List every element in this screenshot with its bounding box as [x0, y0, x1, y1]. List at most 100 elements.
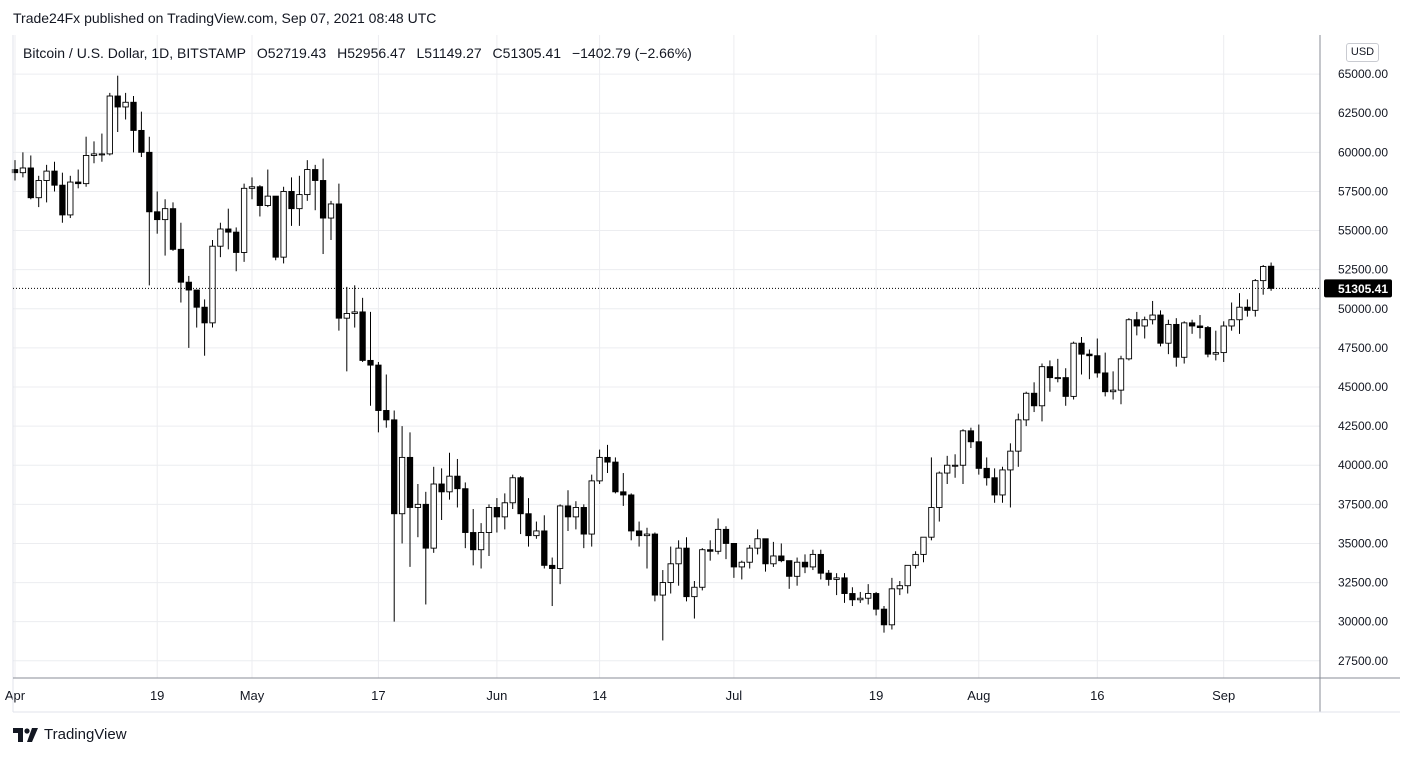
candle — [225, 208, 232, 250]
candle-body — [485, 507, 493, 533]
footer-brand[interactable]: TradingView — [13, 726, 127, 743]
candle-body — [106, 95, 113, 155]
candle — [430, 466, 437, 553]
candle-body — [588, 480, 595, 535]
candle — [256, 185, 264, 217]
candle — [999, 466, 1006, 503]
candle-body — [1125, 319, 1133, 360]
candle — [438, 468, 445, 520]
candle — [122, 92, 129, 120]
candle — [1125, 318, 1133, 361]
candle-body — [146, 151, 153, 213]
candle-body — [1030, 392, 1038, 407]
candle — [1109, 371, 1117, 400]
candle-body — [185, 281, 192, 291]
candle-body — [1252, 280, 1259, 311]
candle-body — [1220, 325, 1227, 354]
candle — [272, 195, 279, 261]
candle-body — [1236, 306, 1243, 321]
y-tick-label: 60000.00 — [1338, 145, 1388, 159]
candle — [1165, 319, 1172, 355]
candle-body — [880, 608, 888, 626]
candle-body — [746, 547, 753, 563]
candle — [1102, 352, 1109, 397]
currency-button[interactable]: USD — [1346, 43, 1379, 62]
candle-body — [825, 572, 832, 580]
candle — [406, 432, 414, 567]
candle — [896, 581, 903, 596]
candle-body — [1015, 419, 1022, 452]
candle-body — [477, 532, 485, 551]
candle — [588, 474, 595, 547]
candle-body — [525, 513, 532, 537]
candle-body — [991, 477, 998, 496]
candle — [1244, 299, 1251, 317]
candle-body — [43, 170, 50, 181]
candle-body — [114, 95, 121, 108]
candle — [675, 540, 682, 586]
candle — [620, 473, 627, 506]
candle — [106, 92, 113, 156]
candle-body — [1157, 314, 1164, 344]
candle-body — [493, 507, 501, 518]
candle — [82, 136, 90, 187]
candle-body — [1109, 389, 1117, 393]
candle-body — [936, 472, 943, 508]
candle — [201, 299, 208, 356]
candle — [936, 471, 943, 522]
candle — [114, 75, 121, 132]
candle-body — [82, 155, 90, 185]
candle — [809, 549, 817, 571]
candle-body — [1141, 319, 1148, 327]
candle-body — [406, 456, 414, 508]
x-tick-label: 16 — [1090, 688, 1104, 703]
candle — [770, 541, 777, 567]
candle — [193, 289, 200, 328]
candle — [975, 424, 982, 475]
candle-body — [786, 560, 793, 577]
candle-body — [422, 503, 429, 549]
candle-body — [533, 530, 540, 537]
candle-body — [327, 203, 335, 219]
axes: 27500.00 30000.00 32500.00 35000.00 37500.00… — [5, 35, 1400, 713]
candle — [1212, 330, 1219, 361]
candle — [1267, 262, 1275, 291]
candle — [612, 457, 619, 494]
y-tick-label: 40000.00 — [1338, 458, 1388, 472]
candle-body — [1070, 342, 1077, 397]
brand-name: TradingView — [44, 726, 127, 743]
y-tick-label: 52500.00 — [1338, 263, 1388, 277]
candle — [446, 452, 453, 500]
candle-body — [612, 461, 619, 493]
candle-body — [130, 101, 137, 131]
candle — [391, 410, 398, 622]
candle — [841, 573, 848, 603]
candle-body — [849, 593, 856, 601]
legend-close: C51305.41 — [492, 45, 562, 61]
candle-body — [90, 153, 98, 156]
candle — [762, 538, 769, 572]
candle-body — [430, 483, 437, 549]
last-price-label: 51305.41 — [1338, 282, 1388, 296]
candle — [1030, 382, 1038, 413]
candle-body — [1046, 366, 1054, 379]
x-tick-label: 19 — [150, 688, 164, 703]
candle-body — [1260, 266, 1267, 282]
candle-body — [872, 593, 880, 610]
candle — [517, 476, 524, 535]
candle — [343, 286, 350, 372]
candle — [217, 222, 224, 258]
candle — [367, 311, 374, 406]
candle — [98, 133, 106, 162]
candle — [801, 554, 809, 574]
candle-body — [865, 593, 872, 599]
candle — [596, 449, 603, 485]
candle-body — [572, 507, 580, 518]
candle-body — [35, 180, 42, 199]
candle-body — [177, 248, 185, 283]
y-tick-label: 65000.00 — [1338, 67, 1388, 81]
candle — [904, 564, 911, 594]
candle — [414, 484, 422, 538]
candle-body — [161, 208, 169, 221]
